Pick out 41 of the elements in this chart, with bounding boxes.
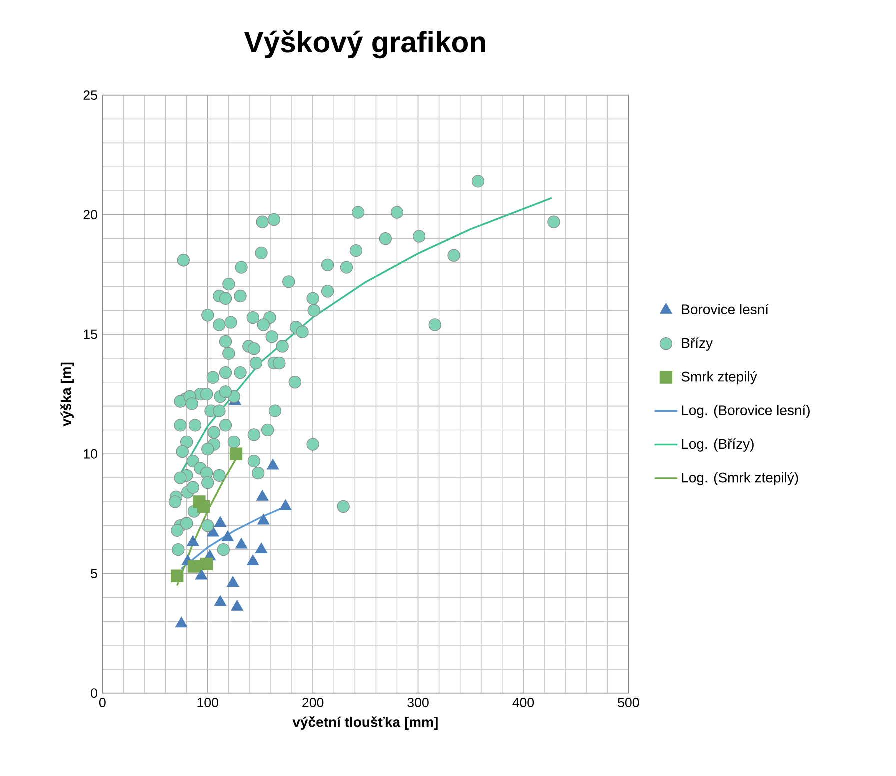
y-tick-label: 10 xyxy=(84,449,98,459)
point xyxy=(195,569,208,580)
x-tick-label: 200 xyxy=(302,698,324,708)
point xyxy=(235,538,248,549)
x-tick-label: 400 xyxy=(512,698,534,708)
point xyxy=(222,530,234,542)
y-tick-label: 5 xyxy=(91,569,98,578)
point xyxy=(171,570,184,582)
point xyxy=(197,500,210,514)
x-tick-label: 500 xyxy=(618,698,640,708)
x-tick-label: 100 xyxy=(198,698,218,708)
point xyxy=(188,560,201,573)
x-axis-title: výčetní tloušťka [mm] xyxy=(292,716,438,730)
point xyxy=(266,459,280,470)
y-tick-label: 0 xyxy=(91,688,98,698)
point xyxy=(227,576,240,587)
point xyxy=(246,554,260,566)
legend-label: Smrk ztepilý xyxy=(682,371,758,385)
y-tick-label: 15 xyxy=(84,330,98,340)
point xyxy=(230,448,243,460)
legend-label: Log. (Borovice lesní) xyxy=(682,405,810,418)
point xyxy=(255,542,268,554)
legend-label: Břízy xyxy=(682,338,713,351)
y-tick-label: 20 xyxy=(84,210,98,220)
point xyxy=(175,616,188,628)
point xyxy=(187,536,200,546)
point xyxy=(231,600,244,611)
legend-label: Log. (Smrk ztepilý) xyxy=(682,472,798,486)
point xyxy=(256,490,269,501)
legend-label: Borovice lesní xyxy=(682,304,769,315)
chart-title: Výškový grafikon xyxy=(244,30,486,59)
point xyxy=(214,516,227,528)
point xyxy=(258,514,270,525)
x-tick-label: 300 xyxy=(408,698,429,708)
y-tick-label: 25 xyxy=(84,90,98,100)
x-tick-label: 0 xyxy=(99,698,106,708)
point xyxy=(200,558,214,570)
y-axis-title: výška [m] xyxy=(60,362,74,427)
legend-label: Log. (Břízy) xyxy=(682,438,754,452)
point xyxy=(280,500,292,510)
point xyxy=(214,595,227,606)
